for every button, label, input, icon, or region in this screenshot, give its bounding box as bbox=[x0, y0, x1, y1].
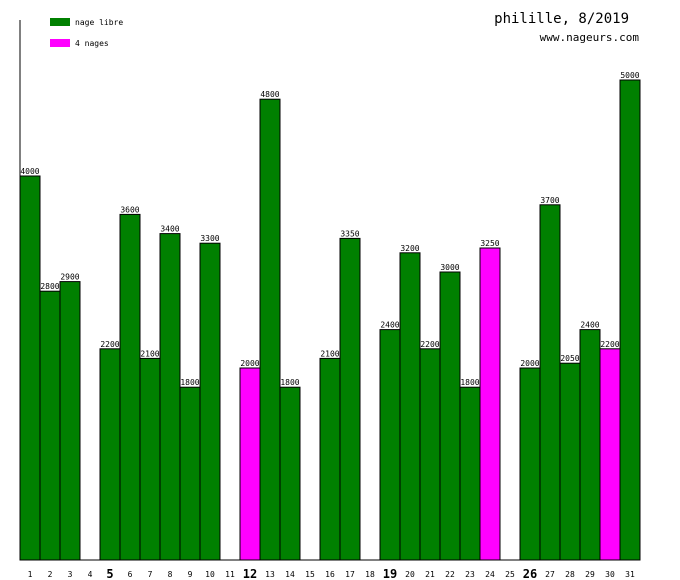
legend-label-4-nages: 4 nages bbox=[75, 39, 109, 48]
bar-day-7 bbox=[139, 357, 161, 561]
data-label-day-17: 3350 bbox=[340, 229, 359, 238]
x-tick-label-26: 26 bbox=[523, 567, 537, 580]
x-tick-label-19: 19 bbox=[383, 567, 397, 580]
x-tick-label-14: 14 bbox=[285, 570, 295, 579]
x-tick-label-27: 27 bbox=[545, 570, 555, 579]
bar-day-9 bbox=[179, 386, 201, 561]
legend-swatch-4-nages bbox=[50, 39, 70, 47]
x-tick-label-2: 2 bbox=[48, 570, 53, 579]
bar-day-29 bbox=[579, 329, 601, 561]
data-label-day-5: 2200 bbox=[100, 340, 119, 349]
x-tick-label-9: 9 bbox=[188, 570, 193, 579]
x-tick-label-25: 25 bbox=[505, 570, 515, 579]
x-tick-label-23: 23 bbox=[465, 570, 475, 579]
data-label-day-6: 3600 bbox=[120, 205, 139, 214]
x-tick-label-18: 18 bbox=[365, 570, 375, 579]
data-label-day-14: 1800 bbox=[280, 378, 299, 387]
bar-day-12 bbox=[239, 367, 261, 561]
x-tick-label-13: 13 bbox=[265, 570, 275, 579]
bar-day-24 bbox=[479, 247, 501, 561]
x-tick-label-12: 12 bbox=[243, 567, 257, 580]
bar-day-21 bbox=[419, 348, 441, 561]
bar-day-28 bbox=[559, 362, 581, 561]
data-label-day-2: 2800 bbox=[40, 282, 59, 291]
bars bbox=[19, 79, 641, 561]
bar-day-30 bbox=[599, 348, 621, 561]
x-tick-label-30: 30 bbox=[605, 570, 615, 579]
x-tick-label-1: 1 bbox=[28, 570, 33, 579]
data-label-day-28: 2050 bbox=[560, 354, 579, 363]
x-tick-label-17: 17 bbox=[345, 570, 355, 579]
data-label-day-9: 1800 bbox=[180, 378, 199, 387]
data-label-day-30: 2200 bbox=[600, 340, 619, 349]
x-tick-label-15: 15 bbox=[305, 570, 315, 579]
bar-day-19 bbox=[379, 329, 401, 561]
data-label-day-24: 3250 bbox=[480, 239, 499, 248]
x-tick-label-4: 4 bbox=[88, 570, 93, 579]
bar-day-31 bbox=[619, 79, 641, 561]
bar-day-17 bbox=[339, 237, 361, 561]
bar-day-16 bbox=[319, 357, 341, 561]
x-tick-label-10: 10 bbox=[205, 570, 215, 579]
bar-day-6 bbox=[119, 213, 141, 561]
x-tick-label-7: 7 bbox=[148, 570, 153, 579]
x-tick-label-29: 29 bbox=[585, 570, 595, 579]
bar-day-10 bbox=[199, 242, 221, 561]
site-url: www.nageurs.com bbox=[540, 31, 640, 44]
data-label-day-23: 1800 bbox=[460, 378, 479, 387]
data-label-day-13: 4800 bbox=[260, 90, 279, 99]
data-label-day-10: 3300 bbox=[200, 234, 219, 243]
x-tick-label-3: 3 bbox=[68, 570, 73, 579]
bar-day-27 bbox=[539, 204, 561, 561]
bar-day-23 bbox=[459, 386, 481, 561]
bar-day-5 bbox=[99, 348, 121, 561]
data-label-day-31: 5000 bbox=[620, 71, 639, 80]
data-label-day-16: 2100 bbox=[320, 349, 339, 358]
x-tick-labels: 1 2 3 4 5 6 7 8 9 10 11 12 13 14 15 16 17 18 19 20 21 22 23 24 2… bbox=[28, 567, 635, 580]
x-tick-label-16: 16 bbox=[325, 570, 335, 579]
legend-label-nage-libre: nage libre bbox=[75, 18, 123, 27]
data-label-day-27: 3700 bbox=[540, 196, 559, 205]
x-tick-label-21: 21 bbox=[425, 570, 435, 579]
data-label-day-3: 2900 bbox=[60, 273, 79, 282]
bar-day-13 bbox=[259, 98, 281, 561]
data-label-day-19: 2400 bbox=[380, 321, 399, 330]
x-tick-label-24: 24 bbox=[485, 570, 495, 579]
x-tick-label-20: 20 bbox=[405, 570, 415, 579]
bar-day-1 bbox=[19, 175, 41, 561]
x-tick-label-5: 5 bbox=[106, 567, 113, 580]
bar-day-22 bbox=[439, 271, 461, 561]
x-tick-label-6: 6 bbox=[128, 570, 133, 579]
bar-day-26 bbox=[519, 367, 541, 561]
data-label-day-7: 2100 bbox=[140, 349, 159, 358]
data-label-day-20: 3200 bbox=[400, 244, 419, 253]
x-tick-label-11: 11 bbox=[225, 570, 235, 579]
bar-day-3 bbox=[59, 281, 81, 561]
legend-swatch-nage-libre bbox=[50, 18, 70, 26]
data-label-day-1: 4000 bbox=[20, 167, 39, 176]
x-tick-label-28: 28 bbox=[565, 570, 575, 579]
data-label-day-22: 3000 bbox=[440, 263, 459, 272]
bar-day-20 bbox=[399, 252, 421, 561]
data-label-day-29: 2400 bbox=[580, 321, 599, 330]
x-tick-label-31: 31 bbox=[625, 570, 635, 579]
data-label-day-21: 2200 bbox=[420, 340, 439, 349]
bar-day-14 bbox=[279, 386, 301, 561]
data-label-day-26: 2000 bbox=[520, 359, 539, 368]
x-tick-label-22: 22 bbox=[445, 570, 455, 579]
bar-day-8 bbox=[159, 233, 181, 561]
chart-title: philille, 8/2019 bbox=[494, 11, 629, 27]
data-label-day-12: 2000 bbox=[240, 359, 259, 368]
legend: nage libre 4 nages bbox=[50, 18, 123, 48]
x-tick-label-8: 8 bbox=[168, 570, 173, 579]
bar-day-2 bbox=[39, 290, 61, 561]
data-label-day-8: 3400 bbox=[160, 225, 179, 234]
